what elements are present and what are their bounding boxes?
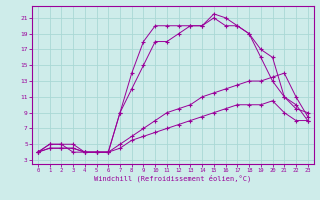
X-axis label: Windchill (Refroidissement éolien,°C): Windchill (Refroidissement éolien,°C)	[94, 175, 252, 182]
